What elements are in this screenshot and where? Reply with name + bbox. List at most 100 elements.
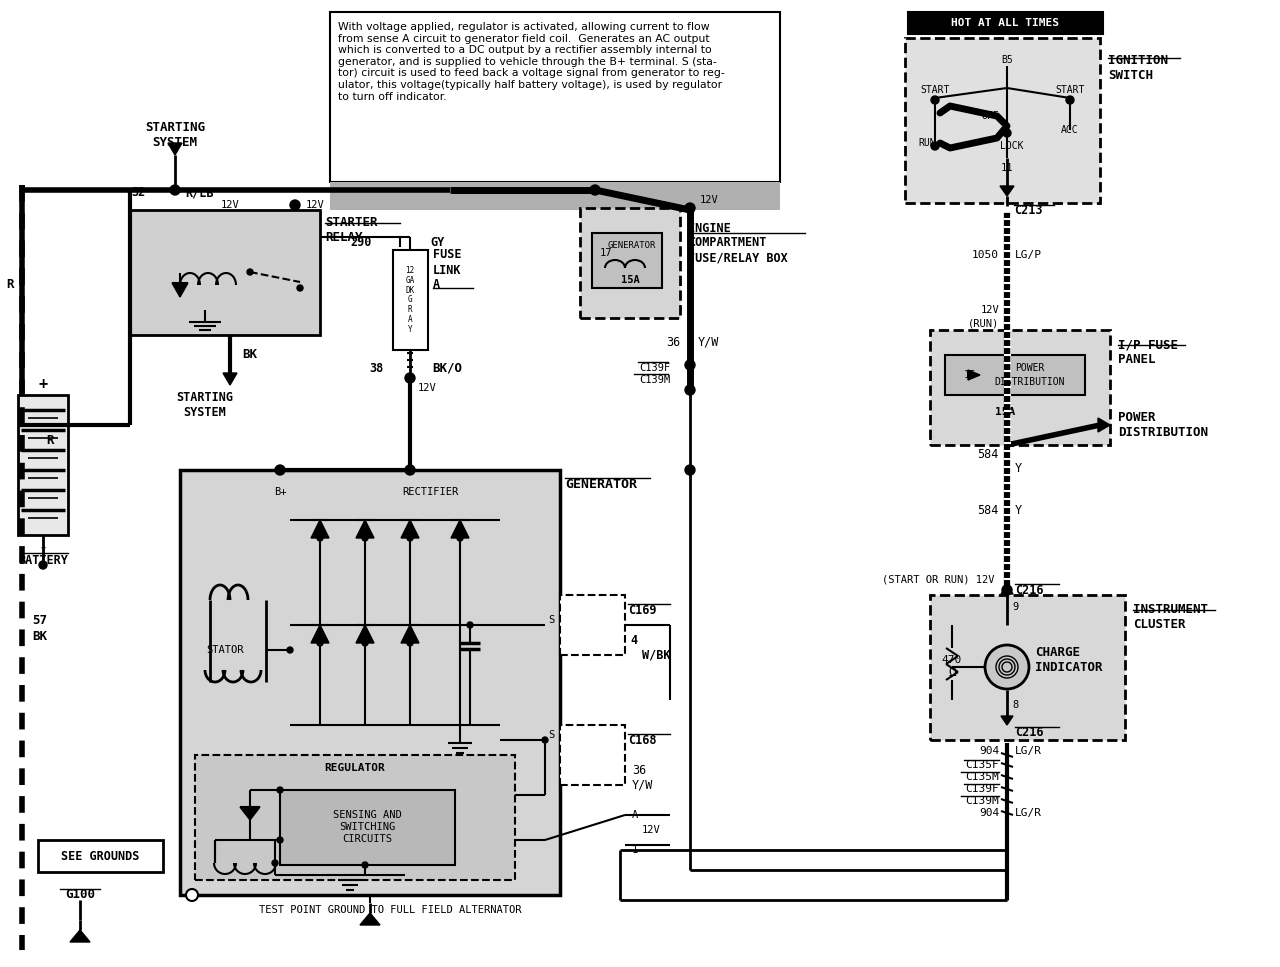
Text: Y: Y (1015, 504, 1023, 516)
Text: STATOR: STATOR (206, 645, 243, 655)
Text: BATTERY: BATTERY (18, 553, 68, 567)
Text: 12V: 12V (980, 305, 998, 315)
Text: LG/P: LG/P (1015, 250, 1042, 260)
Text: SENSING AND
SWITCHING
CIRCUITS: SENSING AND SWITCHING CIRCUITS (333, 810, 402, 843)
Circle shape (1004, 129, 1011, 137)
Circle shape (931, 96, 940, 104)
Text: GY: GY (430, 236, 444, 249)
Text: REGULATOR: REGULATOR (325, 763, 385, 773)
Bar (195, 755, 515, 880)
Text: W/BK: W/BK (643, 649, 671, 661)
Circle shape (276, 837, 283, 843)
Text: B+: B+ (274, 487, 287, 497)
Polygon shape (223, 373, 237, 385)
Polygon shape (451, 520, 468, 538)
Text: Ω: Ω (948, 666, 956, 680)
Text: 12V: 12V (419, 383, 436, 393)
Circle shape (362, 640, 369, 646)
Text: START: START (1055, 85, 1084, 95)
Polygon shape (356, 625, 374, 643)
Circle shape (1002, 585, 1012, 595)
Text: ACC: ACC (1061, 125, 1079, 135)
Text: 584: 584 (978, 449, 998, 461)
Text: 57: 57 (32, 613, 47, 627)
Circle shape (404, 373, 415, 383)
Text: C168: C168 (628, 734, 657, 747)
Text: 15A: 15A (995, 407, 1015, 417)
Text: C139F: C139F (639, 363, 669, 373)
Text: R: R (46, 433, 54, 447)
Polygon shape (241, 807, 260, 820)
Polygon shape (311, 625, 329, 643)
Text: C139M: C139M (965, 796, 998, 806)
Circle shape (931, 142, 940, 150)
Text: 1: 1 (632, 845, 639, 855)
Bar (931, 595, 1125, 740)
Bar (280, 790, 454, 865)
Text: C139F: C139F (965, 784, 998, 794)
Text: 15: 15 (964, 370, 977, 380)
Circle shape (685, 203, 695, 213)
Circle shape (362, 535, 369, 541)
Circle shape (317, 535, 323, 541)
Text: R: R (6, 278, 14, 291)
Text: S: S (548, 730, 554, 740)
Circle shape (407, 535, 413, 541)
Bar (580, 208, 680, 318)
Text: With voltage applied, regulator is activated, allowing current to flow
from sens: With voltage applied, regulator is activ… (338, 22, 724, 102)
Text: CHARGE
INDICATOR: CHARGE INDICATOR (1036, 646, 1102, 674)
Text: 12V: 12V (643, 825, 660, 835)
Polygon shape (311, 520, 329, 538)
Text: DISTRIBUTION: DISTRIBUTION (995, 377, 1065, 387)
Text: INSTRUMENT
CLUSTER: INSTRUMENT CLUSTER (1133, 603, 1208, 631)
Text: 12V: 12V (700, 195, 719, 205)
Text: ENGINE
COMPARTMENT
FUSE/RELAY BOX: ENGINE COMPARTMENT FUSE/RELAY BOX (689, 221, 787, 265)
Polygon shape (401, 520, 419, 538)
Polygon shape (1001, 585, 1012, 594)
Bar (180, 470, 561, 895)
Bar (393, 250, 428, 350)
Circle shape (685, 385, 695, 395)
Text: 290: 290 (351, 236, 372, 249)
Text: C135M: C135M (965, 772, 998, 782)
Text: STARTING
SYSTEM: STARTING SYSTEM (145, 121, 205, 149)
Text: 904: 904 (979, 746, 998, 756)
Text: 12V: 12V (220, 200, 239, 210)
Circle shape (404, 465, 415, 475)
Circle shape (247, 269, 253, 275)
Text: C169: C169 (628, 603, 657, 617)
Circle shape (317, 640, 323, 646)
Text: SEE GROUNDS: SEE GROUNDS (61, 849, 140, 863)
Text: 15A: 15A (621, 275, 640, 285)
Circle shape (38, 561, 47, 569)
Text: 11: 11 (1001, 163, 1014, 173)
Text: TEST POINT GROUND TO FULL FIELD ALTERNATOR: TEST POINT GROUND TO FULL FIELD ALTERNAT… (259, 905, 521, 915)
Text: POWER: POWER (1015, 363, 1044, 373)
Polygon shape (70, 930, 90, 942)
Text: C216: C216 (1015, 583, 1043, 597)
Circle shape (407, 640, 413, 646)
Circle shape (986, 645, 1029, 689)
Text: BK/O: BK/O (433, 362, 462, 374)
Text: Y/W: Y/W (698, 336, 719, 348)
Text: 12V: 12V (306, 200, 324, 210)
Text: 1050: 1050 (972, 250, 998, 260)
Bar (38, 840, 163, 872)
Circle shape (590, 185, 600, 195)
Circle shape (287, 647, 293, 653)
Text: 12
GA
DK
G
R
A
Y: 12 GA DK G R A Y (406, 266, 415, 334)
Text: STARTING
SYSTEM: STARTING SYSTEM (177, 391, 233, 419)
Text: 8: 8 (1012, 700, 1019, 710)
Polygon shape (360, 913, 380, 925)
Polygon shape (1000, 186, 1014, 196)
Text: GENERATOR: GENERATOR (564, 479, 637, 491)
Text: (START OR RUN) 12V: (START OR RUN) 12V (882, 575, 995, 585)
Text: LG/R: LG/R (1015, 746, 1042, 756)
Bar (561, 725, 625, 785)
Polygon shape (401, 625, 419, 643)
Text: -: - (38, 540, 47, 554)
Text: BK: BK (242, 348, 257, 362)
Text: START: START (920, 85, 950, 95)
Text: +: + (38, 377, 47, 393)
Text: 32: 32 (131, 187, 145, 199)
